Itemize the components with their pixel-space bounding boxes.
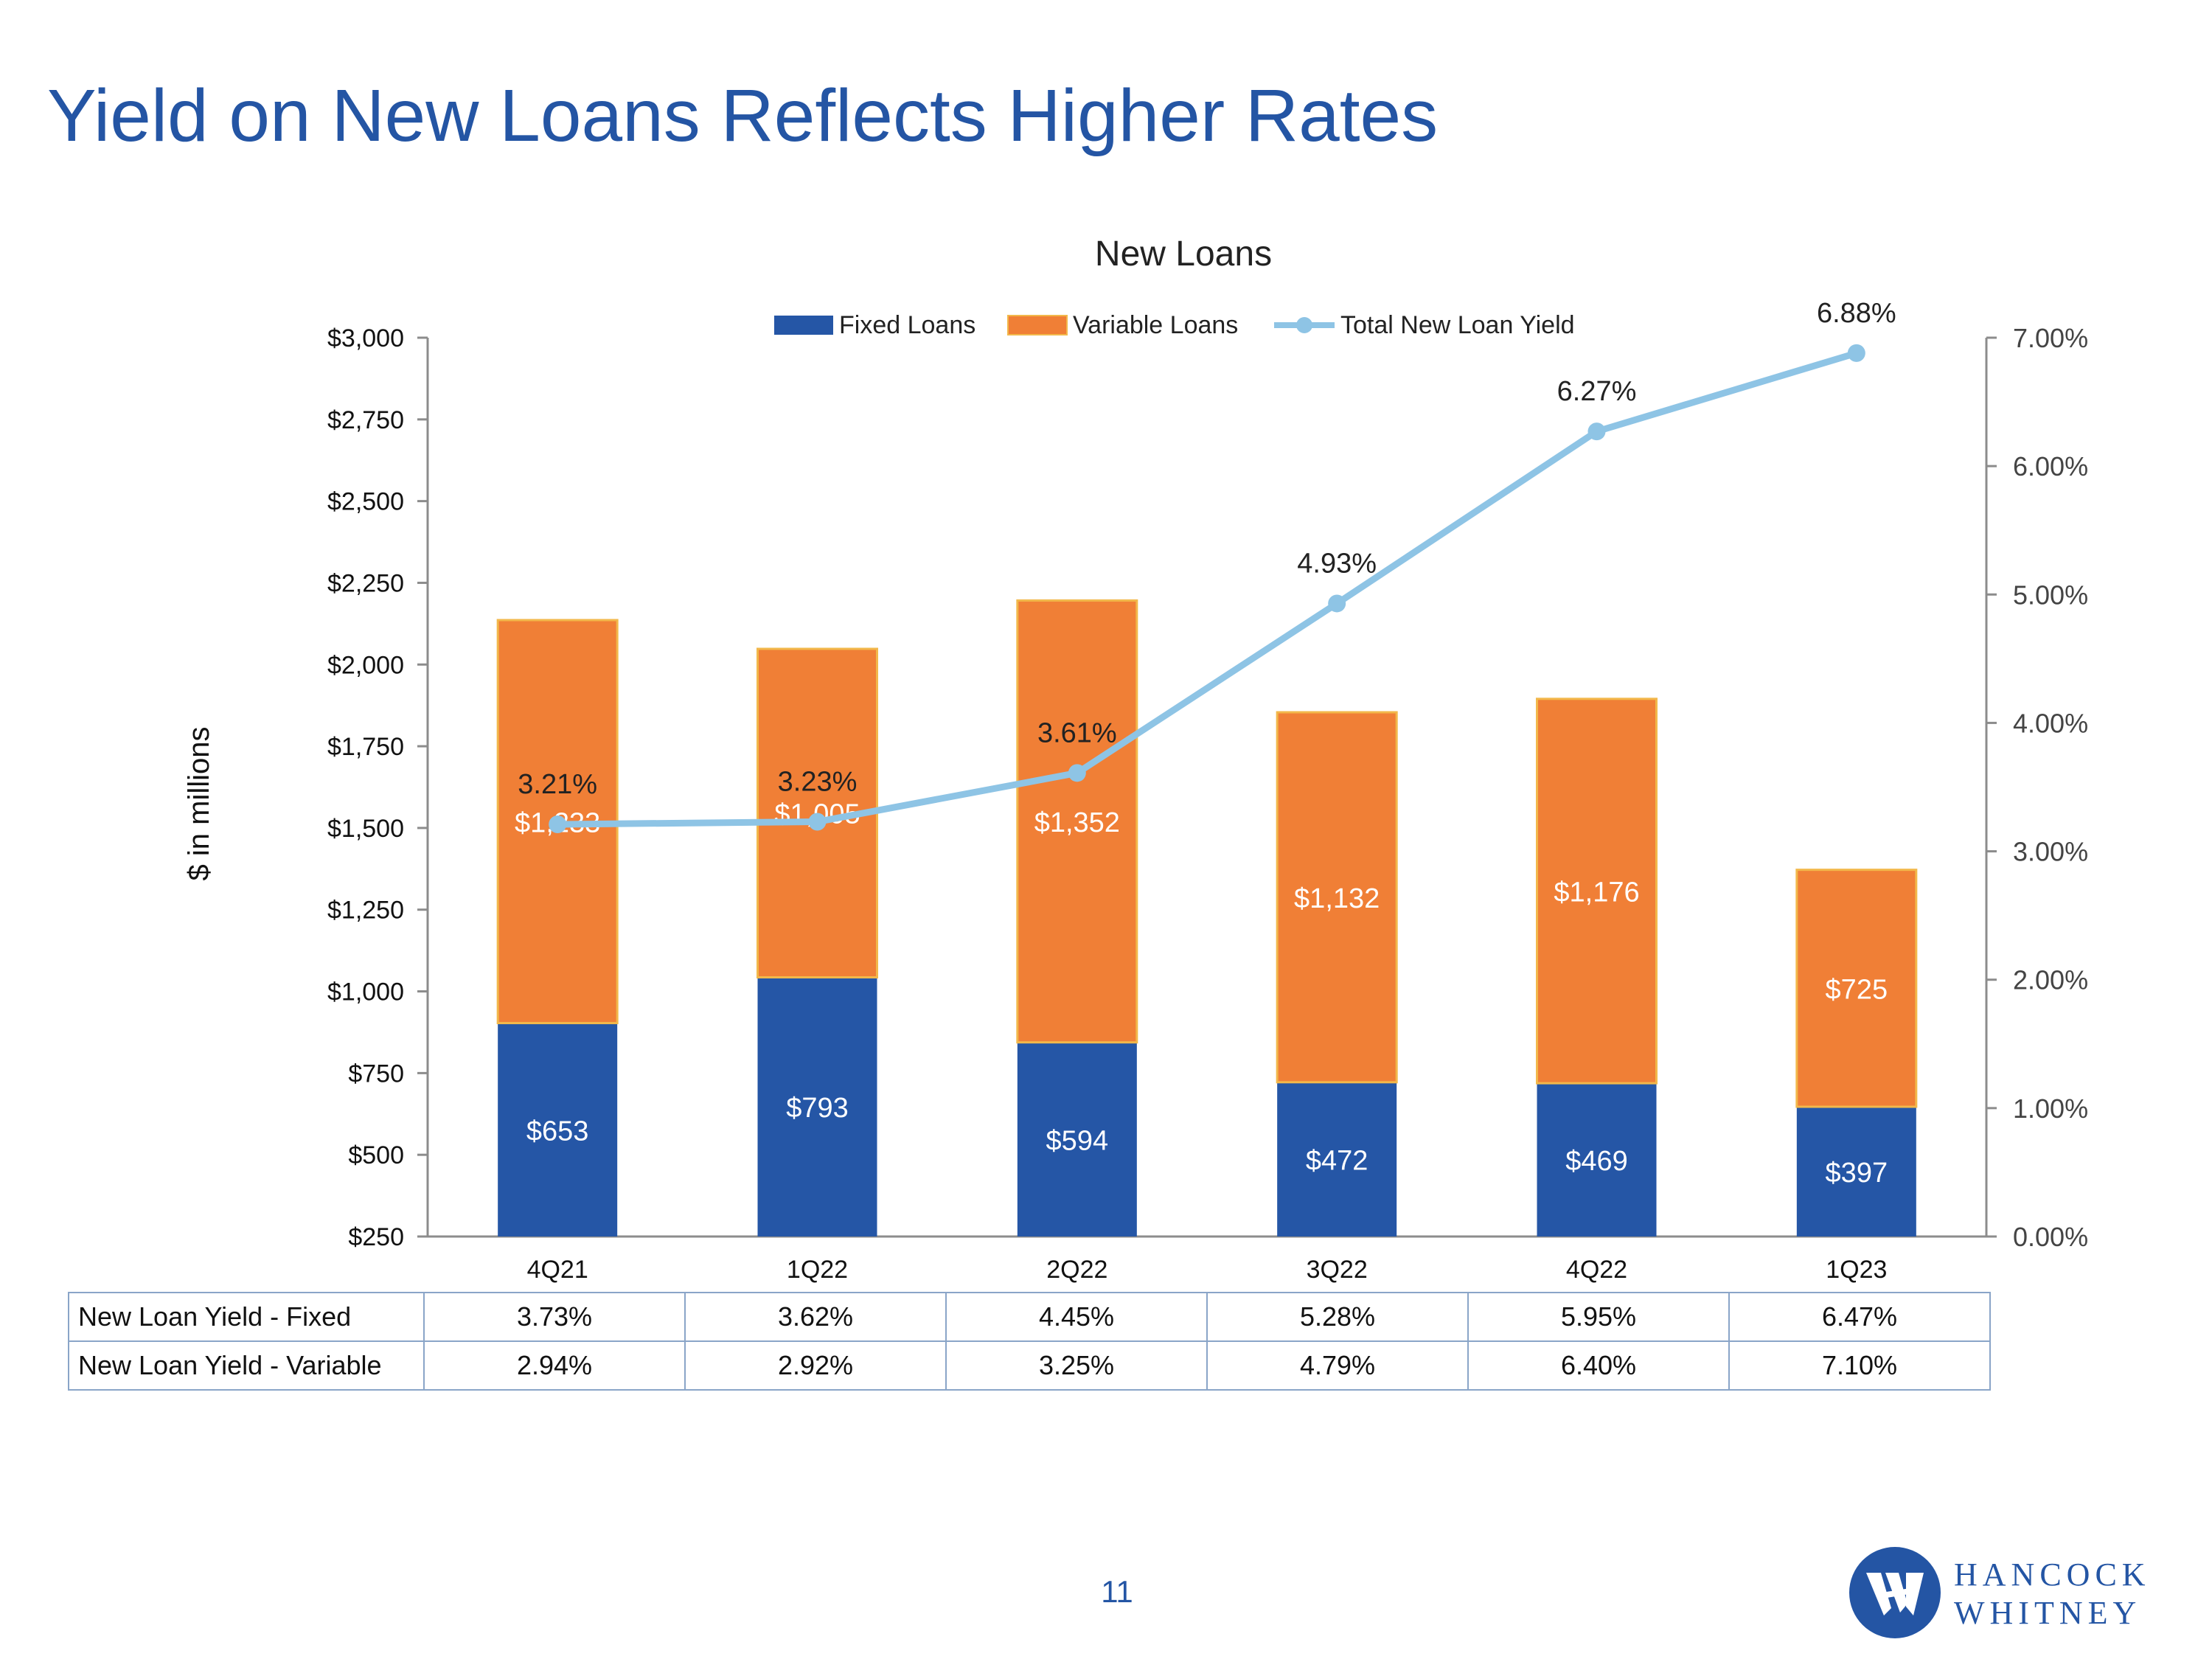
bar-variable-1Q23	[1795, 869, 1918, 1108]
right-tick-label: 0.00%	[2013, 1222, 2088, 1252]
right-tick-label: 1.00%	[2013, 1093, 2088, 1124]
logo-mark-icon	[1849, 1547, 1941, 1638]
table-cell: 6.40%	[1467, 1340, 1730, 1391]
data-label-fixed: $653	[526, 1116, 589, 1147]
left-tick-label: $3,000	[327, 324, 404, 352]
left-tick-label: $250	[348, 1223, 404, 1251]
left-tick-label: $1,500	[327, 815, 404, 843]
yield-data-label: 3.23%	[778, 767, 858, 798]
bars: $653$1,233$793$1,005$594$1,352$472$1,132…	[496, 599, 1918, 1237]
x-tick-label: 1Q22	[787, 1256, 848, 1284]
right-axis-ticks: 0.00% 1.00% 2.00% 3.00% 4.00% 5.00% 6.00% 7.00%	[1986, 323, 2088, 1252]
data-label-fixed: $793	[786, 1093, 849, 1124]
hancock-whitney-logo: HANCOCK WHITNEY	[1847, 1541, 2171, 1644]
yield-data-label: 3.61%	[1037, 717, 1117, 748]
table-cell: 7.10%	[1728, 1340, 1991, 1391]
yield-data-label: 6.27%	[1557, 376, 1637, 407]
yield-table: New Loan Yield - Fixed 3.73% 3.62% 4.45%…	[68, 1292, 1991, 1391]
x-tick-label: 4Q22	[1566, 1256, 1627, 1284]
bar-fixed-2Q22	[1017, 1042, 1137, 1237]
yield-data-label: 3.21%	[518, 769, 597, 800]
x-tick-label: 2Q22	[1046, 1256, 1107, 1284]
right-tick-label: 4.00%	[2013, 708, 2088, 738]
yield-point-4Q21	[549, 815, 567, 834]
table-cell: 3.25%	[945, 1340, 1208, 1391]
yield-point-2Q22	[1068, 764, 1086, 782]
bar-fixed-1Q22	[757, 977, 877, 1237]
left-axis-ticks: $250 $500 $750 $1,000 $1,250 $1,500 $1,750 $2,0…	[327, 324, 428, 1251]
bar-variable-2Q22	[1016, 599, 1138, 1044]
data-label-variable: $1,132	[1294, 883, 1380, 914]
table-cell: 6.47%	[1728, 1292, 1991, 1342]
left-tick-label: $1,250	[327, 897, 404, 925]
table-row-fixed: New Loan Yield - Fixed 3.73% 3.62% 4.45%…	[68, 1292, 1991, 1342]
right-tick-label: 6.00%	[2013, 451, 2088, 481]
data-label-fixed: $469	[1565, 1146, 1628, 1177]
left-tick-label: $2,250	[327, 569, 404, 597]
legend-label-fixed: Fixed Loans	[839, 311, 975, 339]
logo-text-hancock: HANCOCK	[1954, 1557, 2151, 1593]
table-cell: 4.79%	[1206, 1340, 1469, 1391]
yield-point-3Q22	[1328, 594, 1346, 613]
left-tick-label: $1,000	[327, 978, 404, 1006]
left-tick-label: $2,000	[327, 651, 404, 679]
data-label-variable: $1,352	[1034, 807, 1120, 838]
table-cell: 3.73%	[423, 1292, 686, 1342]
table-cell: 5.28%	[1206, 1292, 1469, 1342]
x-tick-label: 4Q21	[527, 1256, 588, 1284]
table-row-label: New Loan Yield - Fixed	[68, 1292, 425, 1342]
legend-swatch-fixed	[774, 316, 833, 335]
data-label-variable: $725	[1826, 974, 1888, 1005]
table-cell: 2.94%	[423, 1340, 686, 1391]
table-row-variable: New Loan Yield - Variable 2.94% 2.92% 3.…	[68, 1340, 1991, 1391]
left-tick-label: $2,750	[327, 406, 404, 434]
page-number: 11	[1101, 1574, 1133, 1609]
legend-swatch-yield-marker	[1296, 317, 1312, 333]
bar-fixed-4Q21	[498, 1023, 618, 1237]
bar-fixed-4Q22	[1537, 1083, 1657, 1237]
left-tick-label: $2,500	[327, 488, 404, 516]
table-row-label: New Loan Yield - Variable	[68, 1340, 425, 1391]
yield-data-label: 6.88%	[1817, 298, 1896, 329]
chart-title: New Loans	[1095, 234, 1272, 274]
data-label-variable: $1,176	[1554, 877, 1639, 908]
legend-swatch-variable	[1007, 315, 1068, 335]
yield-point-4Q22	[1587, 422, 1606, 441]
yield-point-1Q22	[808, 813, 827, 831]
yield-point-1Q23	[1847, 344, 1865, 362]
new-loans-chart: New Loans Fixed Loans Variable Loans Tot…	[183, 234, 2088, 1284]
x-tick-label: 1Q23	[1826, 1256, 1887, 1284]
chart-legend: Fixed Loans Variable Loans Total New Loa…	[774, 311, 1575, 339]
data-label-fixed: $472	[1306, 1145, 1368, 1176]
table-cell: 3.62%	[684, 1292, 947, 1342]
yield-line: 3.21% 3.23% 3.61% 4.93% 6.27% 6.88%	[518, 298, 1896, 834]
table-cell: 2.92%	[684, 1340, 947, 1391]
left-tick-label: $750	[348, 1060, 404, 1088]
x-axis-ticks: 4Q21 1Q22 2Q22 3Q22 4Q22 1Q23	[527, 1256, 1888, 1284]
bar-variable-4Q22	[1536, 698, 1658, 1085]
legend-label-yield: Total New Loan Yield	[1340, 311, 1575, 339]
yield-line-path	[557, 349, 1858, 828]
logo-text-whitney: WHITNEY	[1954, 1595, 2142, 1631]
legend-label-variable: Variable Loans	[1073, 311, 1238, 339]
left-tick-label: $1,750	[327, 733, 404, 761]
bar-variable-3Q22	[1276, 711, 1398, 1084]
data-label-fixed: $594	[1046, 1125, 1109, 1156]
right-tick-label: 2.00%	[2013, 965, 2088, 995]
bar-fixed-3Q22	[1277, 1082, 1397, 1237]
yield-data-label: 4.93%	[1297, 548, 1377, 579]
page-title: Yield on New Loans Reflects Higher Rates	[47, 74, 1439, 157]
right-tick-label: 5.00%	[2013, 580, 2088, 610]
left-tick-label: $500	[348, 1141, 404, 1169]
right-tick-label: 7.00%	[2013, 323, 2088, 353]
table-cell: 5.95%	[1467, 1292, 1730, 1342]
right-tick-label: 3.00%	[2013, 837, 2088, 867]
x-tick-label: 3Q22	[1307, 1256, 1368, 1284]
table-cell: 4.45%	[945, 1292, 1208, 1342]
data-label-fixed: $397	[1826, 1158, 1888, 1189]
y-axis-label: $ in millions	[183, 727, 215, 881]
bar-fixed-1Q23	[1796, 1107, 1916, 1237]
